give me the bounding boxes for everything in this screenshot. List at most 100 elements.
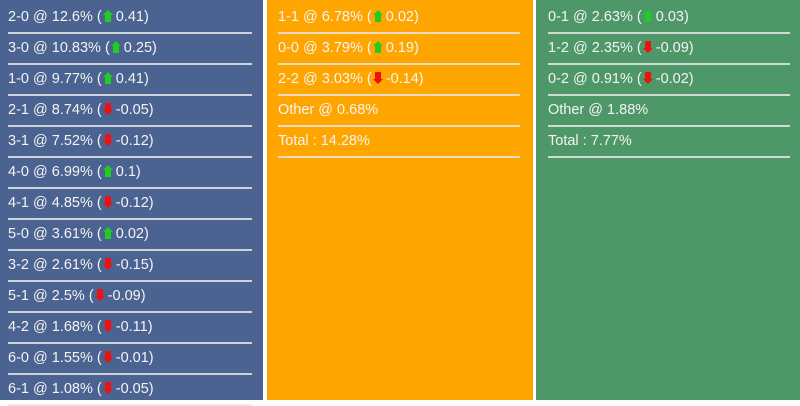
score-label: 2-1 [8,102,29,118]
arrow-down-icon [102,314,113,332]
total-row: Total : 7.77% [548,127,790,158]
change-value: -0.14 [385,71,419,87]
score-row: 1-1 @ 6.78% (0.02) [278,3,520,34]
score-row: 4-1 @ 4.85% (-0.12) [8,189,252,220]
score-label: 4-0 [8,164,29,180]
score-row: 4-2 @ 1.68% (-0.11) [8,313,252,344]
score-row: 0-0 @ 3.79% (0.19) [278,34,520,65]
change-value: 0.19 [385,40,414,56]
probability: 2.35% [591,40,633,56]
score-label: 0-2 [548,71,569,87]
arrow-down-icon [102,376,113,394]
arrow-up-icon [102,221,113,239]
home-wins-column: 2-0 @ 12.6% (0.41) 3-0 @ 10.83% (0.25) 1-0… [0,0,263,406]
score-row: 6-0 @ 1.55% (-0.01) [8,344,252,375]
score-label: 3-2 [8,257,29,273]
probability: 3.79% [321,40,363,56]
probability: 1.68% [51,319,93,335]
arrow-up-icon [102,159,113,177]
probability: 8.74% [51,102,93,118]
change-value: -0.09 [107,288,141,304]
score-row: 5-0 @ 3.61% (0.02) [8,220,252,251]
probability: 1.55% [51,350,93,366]
arrow-down-icon [102,252,113,270]
score-row: 3-0 @ 10.83% (0.25) [8,34,252,65]
score-label: 3-0 [8,40,29,56]
draws-column: 1-1 @ 6.78% (0.02) 0-0 @ 3.79% (0.19) 2-2 … [267,0,533,400]
row-text: Other @ 1.88% [548,102,649,118]
change-value: -0.12 [115,133,149,149]
score-row: 6-1 @ 1.08% (-0.05) [8,375,252,406]
score-row: 4-0 @ 6.99% (0.1) [8,158,252,189]
probability: 2.5% [51,288,85,304]
arrow-up-icon [102,4,113,22]
score-row: 3-2 @ 2.61% (-0.15) [8,251,252,282]
arrow-down-icon [642,66,653,84]
probability: 4.85% [51,195,93,211]
arrow-down-icon [102,97,113,115]
total-row: Total : 14.28% [278,127,520,158]
arrow-up-icon [110,35,121,53]
change-value: -0.02 [655,71,689,87]
arrow-down-icon [102,128,113,146]
score-label: 2-0 [8,9,29,25]
change-value: 0.41 [115,9,144,25]
arrow-down-icon [372,66,383,84]
score-label: 6-0 [8,350,29,366]
change-value: 0.03 [655,9,684,25]
change-value: -0.15 [115,257,149,273]
score-row: 3-1 @ 7.52% (-0.12) [8,127,252,158]
arrow-down-icon [102,345,113,363]
other-row: Other @ 0.68% [278,96,520,127]
probability: 6.78% [321,9,363,25]
change-value: -0.05 [115,102,149,118]
probability: 6.99% [51,164,93,180]
row-text: Total : 14.28% [278,133,370,149]
probability: 12.6% [51,9,93,25]
change-value: 0.02 [385,9,414,25]
arrow-down-icon [94,283,105,301]
score-row: 5-1 @ 2.5% (-0.09) [8,282,252,313]
probability: 0.91% [591,71,633,87]
probability: 3.61% [51,226,93,242]
score-row: 0-1 @ 2.63% (0.03) [548,3,790,34]
probability: 2.63% [591,9,633,25]
score-label: 4-2 [8,319,29,335]
probability: 1.08% [51,381,93,397]
score-label: 5-1 [8,288,29,304]
row-text: Other @ 0.68% [278,102,379,118]
score-label: 1-1 [278,9,299,25]
score-row: 1-2 @ 2.35% (-0.09) [548,34,790,65]
arrow-up-icon [642,4,653,22]
probability: 7.52% [51,133,93,149]
score-row: 2-2 @ 3.03% (-0.14) [278,65,520,96]
probability: 3.03% [321,71,363,87]
score-label: 0-1 [548,9,569,25]
change-value: -0.12 [115,195,149,211]
score-label: 1-2 [548,40,569,56]
score-label: 4-1 [8,195,29,211]
change-value: 0.25 [123,40,153,56]
away-wins-column: 0-1 @ 2.63% (0.03) 1-2 @ 2.35% (-0.09) 0-2… [536,0,800,400]
arrow-up-icon [372,4,383,22]
score-label: 1-0 [8,71,29,87]
change-value: -0.05 [115,381,149,397]
probability: 9.77% [51,71,93,87]
other-row: Other @ 1.88% [548,96,790,127]
score-row: 2-1 @ 8.74% (-0.05) [8,96,252,127]
change-value: -0.11 [115,319,148,335]
probability: 10.83% [51,40,101,56]
change-value: -0.09 [655,40,689,56]
arrow-up-icon [372,35,383,53]
score-row: 1-0 @ 9.77% (0.41) [8,65,252,96]
change-value: 0.1 [115,164,136,180]
probability: 2.61% [51,257,93,273]
score-row: 2-0 @ 12.6% (0.41) [8,3,252,34]
arrow-down-icon [102,190,113,208]
score-label: 0-0 [278,40,299,56]
score-row: 0-2 @ 0.91% (-0.02) [548,65,790,96]
change-value: 0.41 [115,71,144,87]
change-value: 0.02 [115,226,144,242]
row-text: Total : 7.77% [548,133,632,149]
score-label: 3-1 [8,133,29,149]
